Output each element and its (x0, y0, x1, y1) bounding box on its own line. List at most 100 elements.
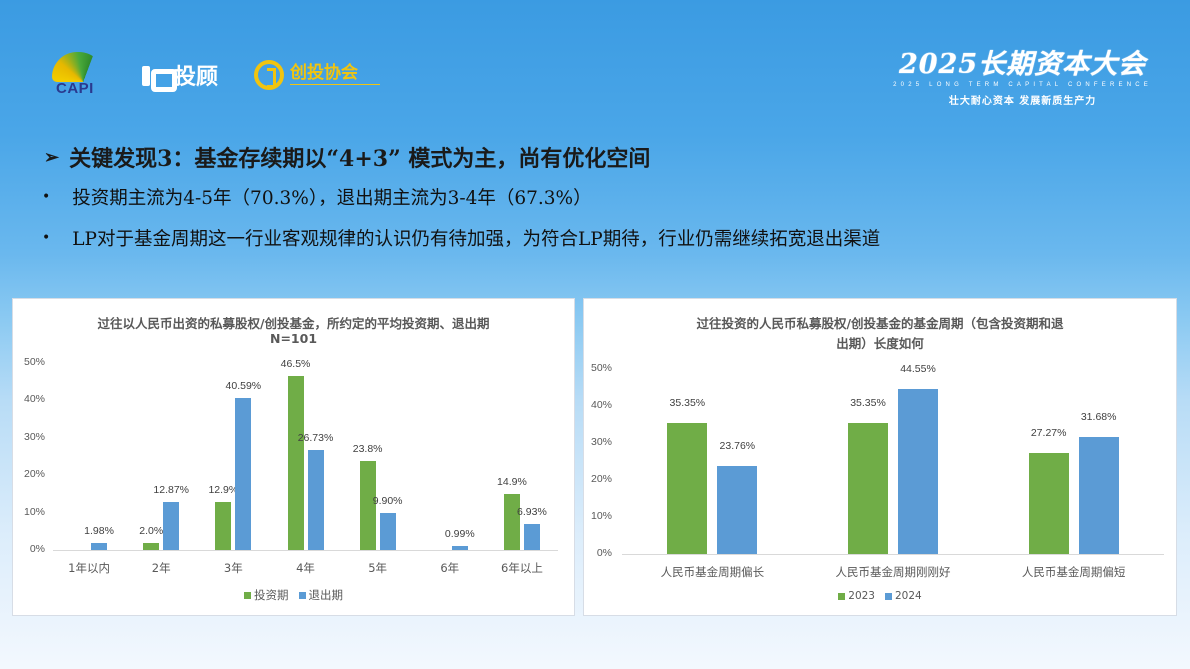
y-axis-tick: 0% (596, 547, 612, 559)
bullet-dot-icon: • (42, 230, 51, 246)
x-axis-label: 人民币基金周期偏短 (1021, 565, 1126, 579)
legend-swatch-blue (885, 592, 892, 600)
capi-logo: CAPI (50, 52, 106, 98)
capi-logo-text: CAPI (56, 80, 94, 97)
legend-swatch-green (244, 591, 251, 599)
partner-logos: CAPI 投顾 创投协会 (50, 52, 381, 98)
chart-legend: 投资期 退出期 (13, 587, 574, 603)
legend-label: 2024 (895, 590, 922, 602)
y-axis-tick: 10% (23, 505, 45, 518)
data-label: 40.59% (225, 380, 262, 393)
conference-subtitle: 2025 LONG TERM CAPITAL CONFERENCE (893, 82, 1152, 88)
bar-series2 (235, 398, 252, 550)
bullet-dot-icon: • (42, 189, 51, 205)
chart-title: 过往投资的人民币私募股权/创投基金的基金周期（包含投资期和退 (696, 316, 1064, 331)
legend-item: 退出期 (298, 587, 344, 603)
y-axis-tick: 40% (23, 393, 45, 406)
bullet-text: LP对于基金周期这一行业客观规律的认识仍有待加强，为符合LP期待，行业仍需继续拓… (72, 229, 881, 250)
x-axis-label: 4年 (296, 561, 315, 575)
y-axis-tick: 50% (23, 356, 45, 368)
tougu-logo-text: 投顾 (174, 65, 219, 90)
legend-label: 2023 (848, 590, 875, 602)
bar-series2 (898, 389, 938, 554)
y-axis-tick: 20% (590, 473, 612, 485)
data-label: 12.9% (208, 483, 239, 496)
y-axis-tick: 40% (590, 399, 612, 411)
bar-series2 (379, 512, 396, 550)
bar-series2 (717, 466, 758, 554)
x-axis-label: 6年 (440, 561, 460, 575)
x-axis-label: 人民币基金周期偏长 (660, 565, 765, 579)
x-axis-label: 6年以上 (501, 561, 543, 575)
chart-fund-cycle-length: 过往投资的人民币私募股权/创投基金的基金周期（包含投资期和退 出期）长度如何 2… (583, 298, 1177, 616)
bullet-item: • LP对于基金周期这一行业客观规律的认识仍有待加强，为符合LP期待，行业仍需继… (42, 225, 880, 251)
y-axis-tick: 50% (590, 362, 612, 374)
bar-series1 (215, 501, 232, 550)
data-label: 44.55% (900, 363, 936, 376)
bar-series2 (163, 501, 180, 550)
data-label: 23.76% (719, 440, 756, 453)
data-label: 2.0% (139, 524, 164, 537)
bar-series1 (359, 460, 376, 550)
y-axis-tick: 20% (23, 468, 45, 481)
data-label: 1.98% (84, 524, 114, 537)
bar-series1 (848, 423, 888, 554)
conference-slogan: 壮大耐心资本 发展新质生产力 (948, 96, 1097, 107)
bullet-item: • 投资期主流为4-5年（70.3%），退出期主流为3-4年（67.3%） (42, 184, 592, 210)
bar-series1 (143, 542, 160, 550)
legend-label: 投资期 (254, 588, 289, 602)
data-label: 46.5% (280, 358, 311, 371)
data-label: 27.27% (1030, 427, 1067, 440)
x-axis-label: 5年 (368, 561, 388, 575)
data-label: 35.35% (669, 397, 706, 410)
y-axis-tick: 0% (29, 543, 45, 555)
legend-item: 2024 (885, 590, 922, 602)
x-axis-line (53, 550, 558, 551)
bar-series2 (1078, 436, 1119, 554)
data-label: 6.93% (517, 506, 547, 519)
chart-legend: 2023 2024 (584, 590, 1176, 602)
data-label: 23.8% (352, 442, 383, 455)
tougu-logo: 投顾 (142, 59, 219, 92)
data-label: 9.90% (372, 494, 403, 507)
x-axis-label: 人民币基金周期刚刚好 (835, 565, 951, 579)
bar-series1 (287, 376, 304, 550)
data-label: 0.99% (444, 528, 475, 541)
tougu-mark-icon (142, 62, 177, 92)
heading-text: 关键发现3：基金存续期以“4+3” 模式为主，尚有优化空间 (69, 146, 651, 172)
chart-title-line2: 出期）长度如何 (836, 336, 924, 351)
legend-swatch-green (838, 592, 846, 600)
legend-swatch-blue (298, 591, 306, 599)
data-label: 12.87% (153, 483, 190, 496)
legend-label: 退出期 (308, 588, 344, 602)
bar-series2 (307, 450, 324, 550)
vc-association-logo-text: 创投协会 (290, 63, 359, 83)
conference-logo: 2025长期资本大会 2025 LONG TERM CAPITAL CONFER… (893, 42, 1152, 107)
y-axis-tick: 30% (590, 436, 612, 448)
bar-series2 (451, 546, 468, 550)
bar-series1 (1028, 453, 1069, 554)
vc-association-logo-subtext (290, 84, 381, 86)
y-axis-tick: 10% (590, 510, 612, 522)
data-label: 26.73% (297, 432, 334, 445)
x-axis-label: 1年以内 (68, 561, 110, 575)
bar-series2 (91, 542, 108, 550)
bullet-text: 投资期主流为4-5年（70.3%），退出期主流为3-4年（67.3%） (72, 188, 592, 209)
x-axis-line (622, 554, 1164, 555)
x-axis-label: 2年 (151, 561, 171, 575)
y-axis-tick: 30% (23, 430, 45, 443)
data-label: 31.68% (1080, 410, 1117, 423)
chart-title: 过往以人民币出资的私募股权/创投基金，所约定的平均投资期、退出期 (97, 316, 490, 331)
data-label: 14.9% (497, 476, 527, 489)
bar-series2 (523, 524, 540, 550)
legend-item: 投资期 (244, 587, 289, 603)
arrow-bullet-icon: ➢ (44, 146, 60, 168)
key-finding-heading: ➢ 关键发现3：基金存续期以“4+3” 模式为主，尚有优化空间 (44, 141, 650, 173)
bar-series1 (667, 423, 708, 554)
legend-item: 2023 (838, 590, 875, 602)
bar-series1 (503, 494, 520, 550)
conference-title: 2025长期资本大会 (898, 49, 1147, 80)
vc-association-logo: 创投协会 (254, 60, 381, 90)
data-label: 35.35% (850, 397, 886, 410)
